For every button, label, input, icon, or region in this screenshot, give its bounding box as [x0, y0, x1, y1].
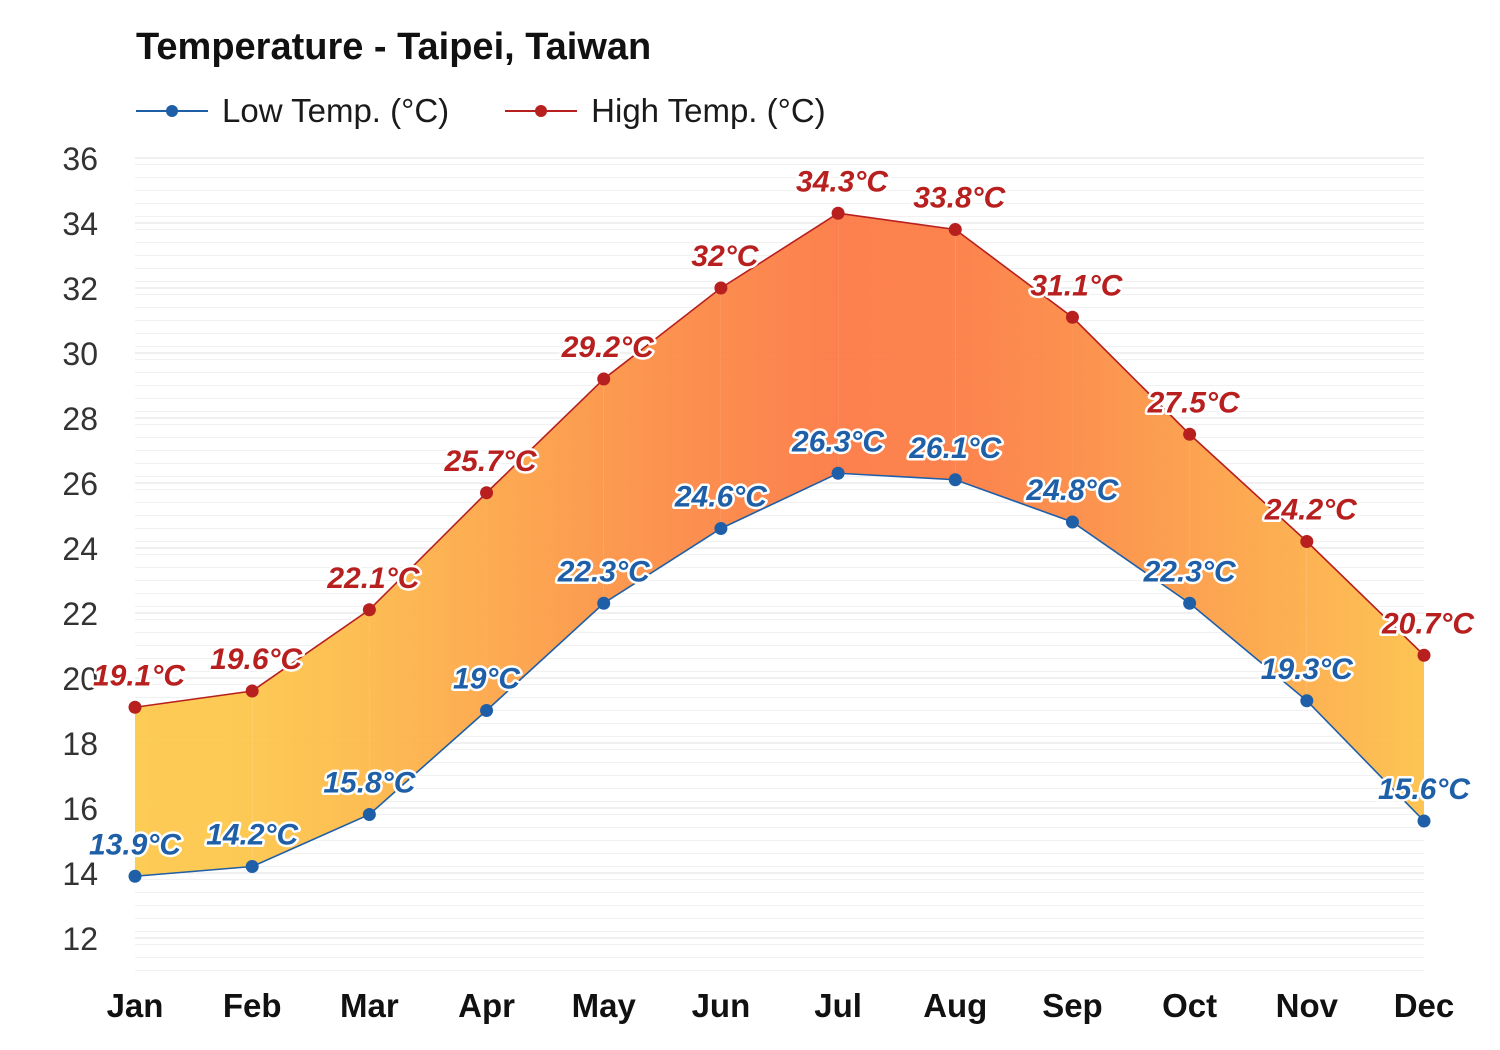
high-temp-data-label: 32°C	[691, 240, 759, 273]
high-temp-point	[1183, 427, 1197, 441]
low-temp-point	[831, 466, 845, 480]
low-temp-data-label: 24.8°C	[1025, 474, 1119, 507]
low-temp-point	[128, 869, 142, 883]
high-temp-data-label: 19.1°C	[93, 659, 186, 692]
x-tick-label: Oct	[1162, 987, 1217, 1024]
y-tick-label: 26	[62, 466, 98, 502]
chart-title: Temperature - Taipei, Taiwan	[136, 26, 652, 68]
high-temp-line	[134, 212, 1425, 709]
area-segment	[486, 379, 604, 711]
low-temp-data-label: 15.8°C	[323, 767, 416, 800]
y-tick-label: 20	[62, 661, 98, 697]
high-temp-point	[128, 700, 142, 714]
x-tick-label: Jan	[107, 987, 164, 1024]
low-temp-point	[597, 596, 611, 610]
area-segment	[1306, 541, 1424, 821]
x-tick-label: Jun	[692, 987, 751, 1024]
x-tick-label: Aug	[923, 987, 987, 1024]
low-temp-line	[134, 472, 1425, 878]
high-temp-data-label: 22.1°C	[326, 562, 420, 595]
y-tick-label: 14	[62, 856, 98, 892]
area-segment	[720, 213, 839, 529]
high-temp-point	[831, 206, 845, 220]
high-temp-point	[245, 684, 259, 698]
high-temp-point	[480, 486, 494, 500]
legend-label-high: High Temp. (°C)	[591, 92, 826, 129]
legend: Low Temp. (°C) High Temp. (°C)	[136, 88, 882, 134]
area-segment	[369, 492, 487, 815]
area-segment	[603, 288, 721, 604]
low-temp-data-label: 14.2°C	[206, 819, 299, 852]
high-temp-data-label: 24.2°C	[1264, 494, 1358, 527]
high-temp-data-label: 31.1°C	[1030, 269, 1123, 302]
legend-item-high[interactable]: High Temp. (°C)	[505, 92, 826, 130]
low-temp-data-label: 19.3°C	[1261, 653, 1354, 686]
low-temp-data-label: 26.1°C	[908, 432, 1002, 465]
high-temp-point	[948, 223, 962, 236]
area-segment	[838, 213, 956, 480]
low-temp-point	[245, 860, 259, 873]
x-tick-label: May	[572, 987, 637, 1024]
area-segment	[252, 609, 370, 867]
y-tick-label: 32	[62, 271, 98, 307]
x-tick-label: Feb	[223, 987, 282, 1024]
high-temp-point	[1417, 648, 1431, 662]
legend-low-marker-icon	[136, 105, 208, 117]
low-temp-data-label: 19°C	[453, 663, 521, 696]
low-temp-point	[1065, 515, 1079, 529]
legend-item-low[interactable]: Low Temp. (°C)	[136, 92, 449, 130]
high-temp-data-label: 19.6°C	[210, 643, 303, 676]
low-temp-point	[1300, 694, 1314, 708]
high-temp-point	[714, 281, 728, 295]
x-tick-label: Apr	[458, 987, 515, 1024]
y-tick-label: 16	[62, 791, 98, 827]
legend-high-marker-icon	[505, 105, 578, 117]
low-temp-data-label: 13.9°C	[89, 828, 182, 861]
y-tick-label: 30	[62, 336, 98, 372]
x-tick-label: Sep	[1042, 987, 1103, 1024]
legend-label-low: Low Temp. (°C)	[222, 92, 450, 129]
low-temp-data-label: 22.3°C	[1143, 555, 1237, 588]
area-segment	[955, 229, 1073, 522]
high-temp-point	[1300, 535, 1314, 548]
y-tick-label: 18	[62, 726, 98, 762]
low-temp-data-label: 26.3°C	[791, 425, 885, 458]
low-temp-point	[480, 704, 494, 717]
high-temp-data-label: 20.7°C	[1381, 607, 1475, 640]
low-temp-point	[714, 522, 728, 535]
low-temp-point	[1417, 814, 1431, 828]
x-tick-label: Nov	[1276, 987, 1339, 1024]
y-tick-label: 28	[62, 401, 98, 437]
high-temp-point	[597, 372, 611, 386]
y-tick-label: 34	[62, 206, 98, 242]
x-tick-label: Jul	[814, 987, 862, 1024]
area-segment	[135, 691, 253, 877]
low-temp-point	[948, 473, 962, 487]
high-temp-data-label: 29.2°C	[561, 331, 655, 364]
high-temp-data-label: 33.8°C	[913, 182, 1006, 215]
high-temp-data-label: 25.7°C	[444, 445, 538, 478]
low-temp-point	[1183, 596, 1197, 610]
area-segment	[1072, 317, 1190, 604]
y-tick-label: 24	[62, 531, 98, 567]
low-temp-data-label: 24.6°C	[674, 481, 768, 514]
x-tick-label: Mar	[340, 987, 399, 1024]
low-temp-data-label: 15.6°C	[1378, 773, 1471, 806]
x-tick-label: Dec	[1394, 987, 1455, 1024]
high-temp-point	[1065, 310, 1079, 324]
y-tick-label: 22	[62, 596, 98, 632]
y-tick-label: 36	[62, 141, 98, 177]
high-temp-point	[362, 603, 376, 617]
low-temp-data-label: 22.3°C	[557, 555, 651, 588]
area-segment	[1189, 434, 1307, 701]
high-temp-data-label: 27.5°C	[1147, 386, 1241, 419]
y-tick-label: 12	[62, 921, 98, 957]
low-temp-point	[362, 808, 376, 821]
high-temp-data-label: 34.3°C	[796, 165, 889, 198]
